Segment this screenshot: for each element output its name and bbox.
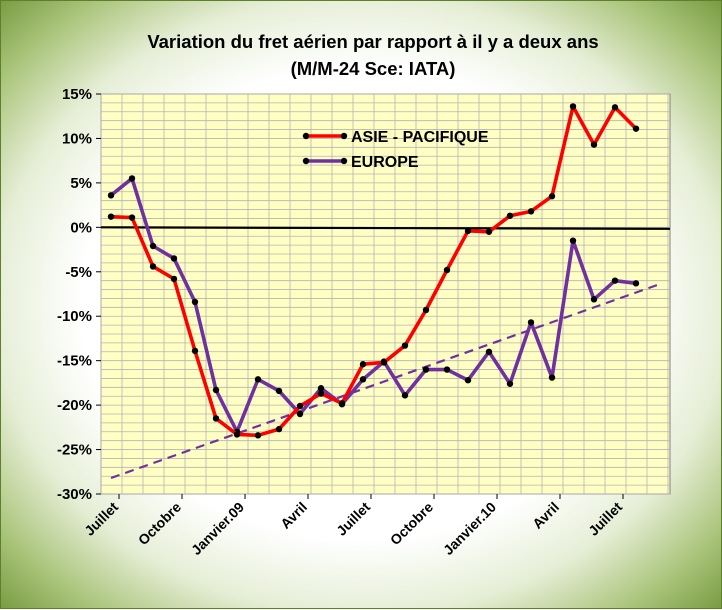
data-point-asie-pacifique xyxy=(611,104,619,111)
data-point-asie-pacifique xyxy=(527,208,535,215)
y-tick-label: -20% xyxy=(57,397,92,414)
data-point-asie-pacifique xyxy=(443,266,451,274)
data-point-asie-pacifique xyxy=(275,425,283,433)
y-tick-label: -30% xyxy=(57,486,92,503)
data-point-asie-pacifique xyxy=(254,432,262,439)
series-line-europe xyxy=(109,176,637,434)
data-point-europe xyxy=(506,380,514,387)
legend-label: EUROPE xyxy=(351,154,419,171)
data-point-europe xyxy=(548,374,556,381)
chart-title: Variation du fret aérien par rapport à i… xyxy=(147,31,598,52)
data-point-asie-pacifique xyxy=(359,361,367,368)
data-point-europe xyxy=(212,386,220,394)
data-point-asie-pacifique xyxy=(296,402,304,410)
x-tick-label: Avril xyxy=(529,499,562,532)
y-tick-label: -15% xyxy=(57,353,92,370)
data-point-europe xyxy=(611,277,619,284)
zero-line xyxy=(100,226,671,230)
data-point-asie-pacifique xyxy=(464,227,472,235)
y-tick-label: 5% xyxy=(70,175,92,192)
data-point-asie-pacifique xyxy=(191,347,199,355)
grid-lines xyxy=(100,93,670,495)
plot-area xyxy=(100,93,671,495)
data-point-europe xyxy=(401,392,409,399)
data-point-europe xyxy=(569,237,577,244)
data-point-europe xyxy=(317,385,325,392)
data-point-europe xyxy=(359,376,367,383)
x-tick-label: Juillet xyxy=(81,499,121,539)
data-point-asie-pacifique xyxy=(233,431,241,438)
y-tick-label: 0% xyxy=(70,219,92,236)
x-tick-label: Avril xyxy=(277,499,310,532)
data-point-asie-pacifique xyxy=(107,213,115,220)
chart-subtitle: (M/M-24 Sce: IATA) xyxy=(291,58,456,79)
x-tick-label: Janvier.09 xyxy=(188,499,247,558)
data-point-europe xyxy=(527,319,535,326)
x-axis-ticks: Juillet Octobre Janvier.09 Avril Juillet Octo… xyxy=(81,494,625,558)
data-point-asie-pacifique xyxy=(485,228,493,235)
data-point-europe xyxy=(107,192,115,199)
data-point-asie-pacifique xyxy=(422,306,430,314)
data-point-asie-pacifique xyxy=(380,359,388,366)
data-point-europe xyxy=(422,366,430,373)
data-point-asie-pacifique xyxy=(401,342,409,349)
data-point-asie-pacifique xyxy=(548,193,556,200)
data-point-asie-pacifique xyxy=(149,263,157,270)
data-point-europe xyxy=(128,175,136,182)
data-point-asie-pacifique xyxy=(317,390,325,397)
legend-swatch-dot xyxy=(302,132,310,140)
y-tick-label: 15% xyxy=(62,86,92,103)
trendline-group xyxy=(110,284,658,480)
y-tick-label: 10% xyxy=(62,130,92,147)
legend-swatch-dot xyxy=(340,157,348,165)
data-point-europe xyxy=(296,410,304,418)
data-point-europe xyxy=(443,366,451,373)
x-tick-label: Octobre xyxy=(135,499,184,548)
x-tick-label: Janvier.10 xyxy=(440,499,499,558)
data-point-asie-pacifique xyxy=(506,212,514,219)
europe-trendline xyxy=(110,284,658,480)
legend-swatch-dot xyxy=(302,157,310,165)
series-lines xyxy=(107,103,640,439)
x-tick-label: Juillet xyxy=(585,499,625,539)
legend-label: ASIE - PACIFIQUE xyxy=(351,129,489,146)
data-point-europe xyxy=(590,296,598,303)
y-tick-label: -5% xyxy=(65,264,92,281)
data-point-europe xyxy=(485,348,493,355)
y-tick-label: -10% xyxy=(57,308,92,325)
data-point-europe xyxy=(170,255,178,262)
data-point-asie-pacifique xyxy=(569,103,577,110)
x-tick-label: Juillet xyxy=(333,499,373,539)
data-point-europe xyxy=(149,242,157,250)
data-point-asie-pacifique xyxy=(128,214,136,221)
data-point-asie-pacifique xyxy=(590,141,598,148)
data-point-asie-pacifique xyxy=(170,275,178,283)
series-line-asie-pacifique xyxy=(110,104,638,438)
data-point-asie-pacifique xyxy=(632,125,640,132)
legend: ASIE - PACIFIQUE EUROPE xyxy=(302,129,489,171)
y-axis-ticks: 15% 10% 5% 0% -5% -10% -15% -20% -25% -30% xyxy=(57,86,101,503)
legend-swatch-dot xyxy=(340,132,348,140)
data-point-europe xyxy=(191,298,199,306)
y-tick-label: -25% xyxy=(57,442,92,459)
data-point-europe xyxy=(254,376,262,383)
data-point-asie-pacifique xyxy=(212,415,220,422)
x-tick-label: Octobre xyxy=(387,499,436,548)
zero-line-group xyxy=(100,226,671,230)
data-point-europe xyxy=(464,377,472,384)
data-point-europe xyxy=(275,387,283,395)
data-point-asie-pacifique xyxy=(338,400,346,407)
data-point-europe xyxy=(632,280,640,287)
